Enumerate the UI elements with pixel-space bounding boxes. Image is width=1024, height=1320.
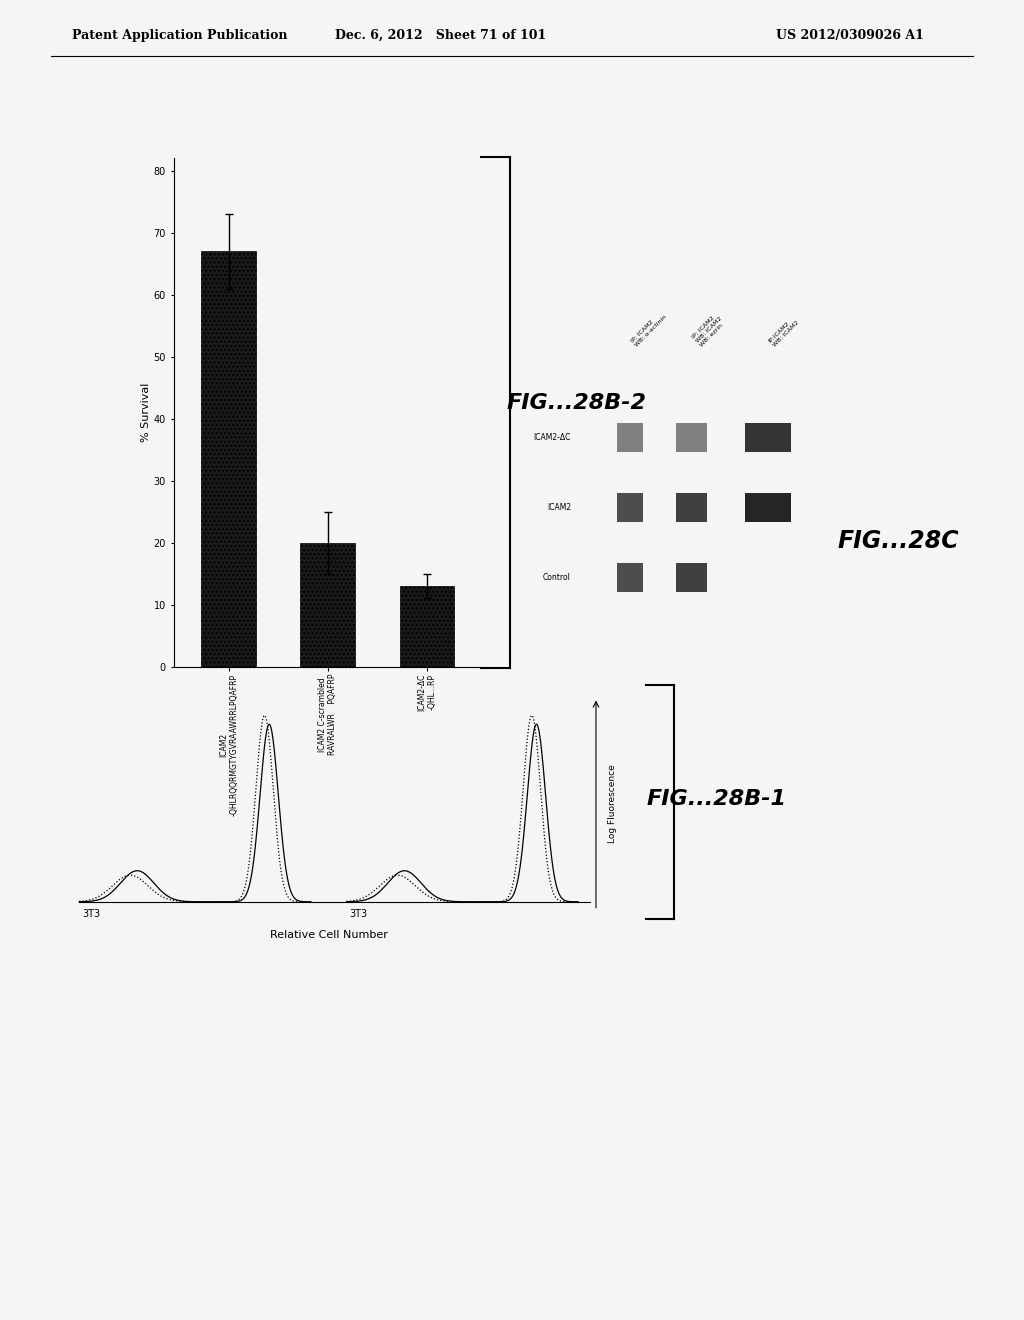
Bar — [744, 424, 791, 453]
Text: IP: ICAM2
WB: α-actinin: IP: ICAM2 WB: α-actinin — [630, 310, 668, 347]
Bar — [616, 424, 643, 453]
Text: ICAM2-ΔC: ICAM2-ΔC — [534, 433, 571, 442]
Text: IP:ICAM2
WB: ICAM2: IP:ICAM2 WB: ICAM2 — [768, 315, 800, 347]
Text: Patent Application Publication: Patent Application Publication — [72, 29, 287, 42]
Text: ICAM2: ICAM2 — [547, 503, 571, 512]
Text: Dec. 6, 2012   Sheet 71 of 101: Dec. 6, 2012 Sheet 71 of 101 — [335, 29, 546, 42]
Bar — [676, 424, 707, 453]
Text: FIG...28C: FIG...28C — [838, 529, 959, 553]
Text: US 2012/0309026 A1: US 2012/0309026 A1 — [776, 29, 924, 42]
Bar — [616, 492, 643, 521]
Text: 3T3: 3T3 — [349, 909, 368, 919]
Text: 3T3: 3T3 — [82, 909, 100, 919]
Bar — [399, 586, 454, 667]
Text: FIG...28B-1: FIG...28B-1 — [647, 788, 786, 809]
Text: IP: ICAM2
WB: ICAM2
WB: ezrin: IP: ICAM2 WB: ICAM2 WB: ezrin — [691, 312, 727, 347]
Bar — [300, 543, 355, 667]
Bar — [744, 492, 791, 521]
Bar — [202, 251, 256, 667]
Bar — [676, 562, 707, 591]
Bar — [616, 562, 643, 591]
Bar — [676, 492, 707, 521]
Text: Log Fluorescence: Log Fluorescence — [608, 764, 616, 843]
Text: Control: Control — [543, 573, 571, 582]
Y-axis label: % Survival: % Survival — [140, 383, 151, 442]
Text: FIG...28B-2: FIG...28B-2 — [507, 392, 647, 413]
Text: Relative Cell Number: Relative Cell Number — [269, 931, 388, 940]
